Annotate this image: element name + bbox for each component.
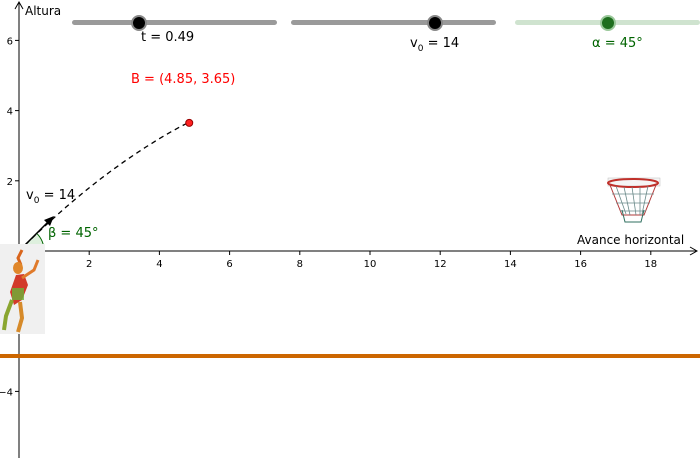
- y-axis-ticks: 6 4 2 −4: [0, 36, 19, 398]
- x-tick-label: 8: [297, 259, 303, 270]
- slider-v0-label: v0 = 14: [410, 36, 460, 54]
- slider-alpha-label: α = 45°: [592, 36, 643, 51]
- x-axis-label: Avance horizontal: [577, 233, 685, 247]
- x-tick-label: 12: [434, 259, 447, 270]
- y-axis-arrow: [14, 0, 24, 10]
- x-axis-arrow: [689, 246, 699, 256]
- x-tick-label: 4: [156, 259, 162, 270]
- slider-t-knob[interactable]: [130, 15, 147, 31]
- x-tick-label: 10: [364, 259, 377, 270]
- slider-v0-knob[interactable]: [426, 15, 443, 31]
- x-tick-label: 6: [226, 259, 232, 270]
- point-b[interactable]: [185, 118, 194, 127]
- y-axis-label: Altura: [25, 4, 62, 18]
- velocity-vector-arrowhead: [44, 216, 54, 226]
- x-tick-label: 14: [504, 259, 517, 270]
- vector-label-main: v: [26, 188, 34, 203]
- slider-v0-label-rest: = 14: [423, 36, 460, 51]
- vector-label-sub: 0: [33, 196, 40, 206]
- trajectory-path: [18, 121, 190, 252]
- x-axis-ticks: 2 4 6 8 10 12 14 16 18: [86, 251, 657, 270]
- x-tick-label: 2: [86, 259, 92, 270]
- y-tick-label: −4: [0, 387, 13, 398]
- vector-label: v0 = 14: [26, 188, 76, 206]
- y-tick-label: 4: [7, 107, 13, 118]
- angle-label: β = 45°: [48, 226, 99, 241]
- slider-t-track[interactable]: [72, 20, 277, 25]
- basketball-hoop: [607, 177, 661, 223]
- point-b-label: B = (4.85, 3.65): [131, 72, 236, 87]
- x-tick-label: 18: [644, 259, 657, 270]
- player-image: [0, 244, 45, 334]
- y-tick-label: 6: [7, 36, 13, 47]
- slider-v0-track[interactable]: [291, 20, 496, 25]
- y-tick-label: 2: [7, 177, 13, 188]
- slider-t-label: t = 0.49: [141, 30, 195, 45]
- x-tick-label: 16: [574, 259, 587, 270]
- slider-v0-label-sub: 0: [417, 44, 424, 54]
- slider-v0-label-main: v: [410, 36, 418, 51]
- vector-label-rest: = 14: [39, 188, 76, 203]
- slider-alpha-knob[interactable]: [599, 15, 616, 31]
